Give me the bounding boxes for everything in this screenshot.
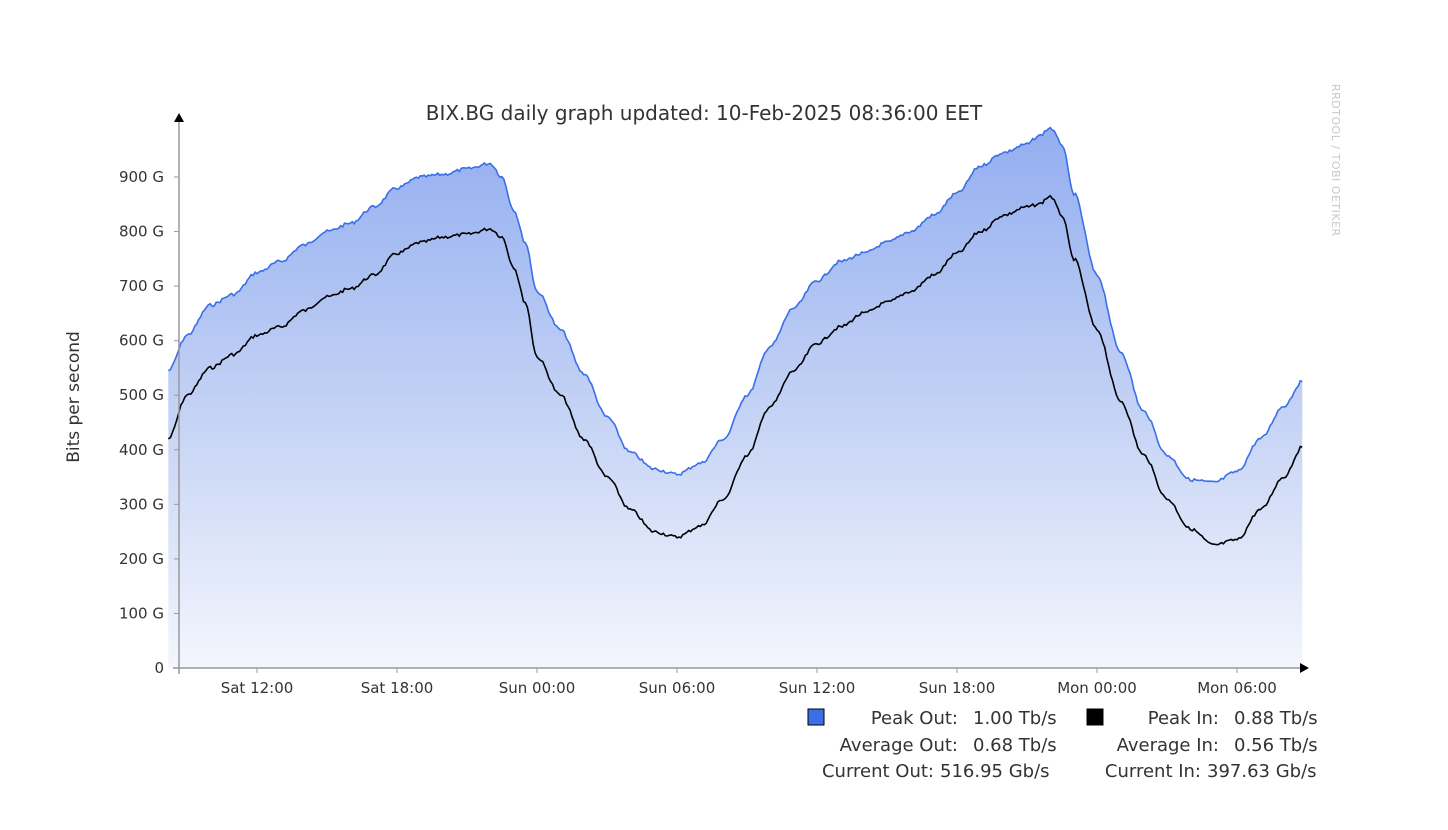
x-tick-label: Sun 06:00 <box>639 679 716 697</box>
legend-swatch-peak-out <box>807 708 825 726</box>
y-tick-label: 500 G <box>119 386 164 404</box>
watermark: RRDTOOL / TOBI OETIKER <box>1329 84 1342 237</box>
line-layer <box>167 126 1303 546</box>
legend-average-out-label: Average Out: <box>840 735 958 756</box>
area-layer <box>168 127 1303 669</box>
legend-peak-out-label: Peak Out: <box>871 708 958 729</box>
legend-average-out-value: 0.68 Tb/s <box>973 735 1057 756</box>
y-tick-label: 800 G <box>119 223 164 241</box>
x-axis-arrow <box>1300 663 1309 673</box>
series-line-peak-in <box>167 194 1303 546</box>
x-ticks: Sat 12:00 Sat 18:00 Sun 00:00 Sun 06:00 Sun … <box>221 668 1277 697</box>
x-tick-label: Sun 18:00 <box>919 679 996 697</box>
y-tick-label: 100 G <box>119 604 164 622</box>
y-axis-arrow <box>174 113 184 122</box>
y-tick-label: 600 G <box>119 332 164 350</box>
y-tick-label: 200 G <box>119 550 164 568</box>
y-tick-label: 0 <box>154 659 164 677</box>
axes <box>173 113 1309 674</box>
area-peak-out <box>168 127 1303 669</box>
legend-swatch-peak-in <box>1086 708 1104 726</box>
y-tick-label: 900 G <box>119 168 164 186</box>
legend-average-in-value: 0.56 Tb/s <box>1234 735 1318 756</box>
legend-average-in-label: Average In: <box>1117 735 1219 756</box>
legend-current-out-value: 516.95 Gb/s <box>940 761 1050 782</box>
x-tick-label: Sun 12:00 <box>779 679 856 697</box>
y-tick-label: 400 G <box>119 441 164 459</box>
x-tick-label: Sat 18:00 <box>361 679 434 697</box>
legend-current-in-label: Current In: <box>1105 761 1201 782</box>
legend-current-in-value: 397.63 Gb/s <box>1207 761 1317 782</box>
legend: Peak Out: 1.00 Tb/s Average Out: 0.68 Tb… <box>807 708 1318 782</box>
chart-title: BIX.BG daily graph updated: 10-Feb-2025 … <box>426 101 983 125</box>
x-tick-label: Sat 12:00 <box>221 679 294 697</box>
legend-current-out-label: Current Out: <box>822 761 934 782</box>
x-tick-label: Mon 06:00 <box>1197 679 1277 697</box>
x-tick-label: Sun 00:00 <box>499 679 576 697</box>
legend-peak-in-label: Peak In: <box>1148 708 1219 729</box>
legend-peak-out-value: 1.00 Tb/s <box>973 708 1057 729</box>
legend-peak-in-value: 0.88 Tb/s <box>1234 708 1318 729</box>
y-axis-label: Bits per second <box>64 331 84 463</box>
series-line-peak-out <box>167 126 1303 483</box>
x-tick-label: Mon 00:00 <box>1057 679 1137 697</box>
y-ticks: 0 100 G 200 G 300 G 400 G 500 G 600 G 700 G 800 … <box>119 168 179 677</box>
y-tick-label: 700 G <box>119 277 164 295</box>
y-tick-label: 300 G <box>119 495 164 513</box>
